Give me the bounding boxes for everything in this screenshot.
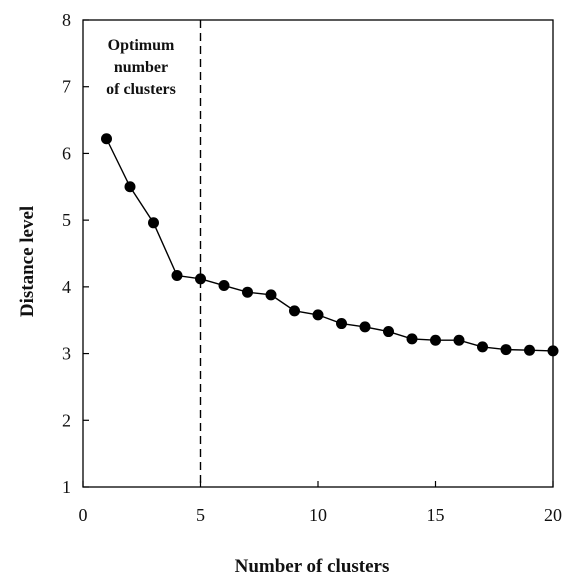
data-point [453,334,465,346]
data-point [383,326,394,338]
data-point [406,333,418,345]
data-point [547,345,559,357]
y-tick-label: 5 [62,210,71,230]
x-tick-label: 0 [79,505,88,525]
data-point [148,217,159,229]
y-tick-label: 8 [62,10,71,30]
data-point [124,181,136,193]
y-tick-label: 4 [62,277,71,297]
annotation-text-line: Optimum [108,37,175,54]
data-point [218,280,230,292]
x-tick-label: 20 [544,505,562,525]
data-point [195,273,206,285]
y-tick-label: 2 [62,410,71,430]
y-tick-label: 7 [62,77,71,97]
annotation-text-line: of clusters [106,81,176,98]
series-line [105,138,554,352]
data-point [265,289,277,301]
y-tick-label: 6 [62,143,71,163]
x-tick-label: 15 [427,505,445,525]
data-point [289,305,300,317]
data-point [524,344,535,356]
data-point [477,341,488,353]
data-point [430,334,441,346]
data-point [171,270,183,282]
y-tick-label: 3 [62,344,71,364]
x-tick-label: 5 [196,505,205,525]
y-axis-title: Distance level [17,206,38,317]
annotation-text-line: number [114,59,168,76]
data-point [359,321,371,333]
x-tick-label: 10 [309,505,327,525]
y-tick-label: 1 [62,477,71,497]
data-point [500,344,512,356]
data-point [336,318,347,330]
x-axis-title: Number of clusters [235,556,390,577]
data-point [312,309,324,321]
data-point [101,133,112,145]
data-point [242,286,253,298]
